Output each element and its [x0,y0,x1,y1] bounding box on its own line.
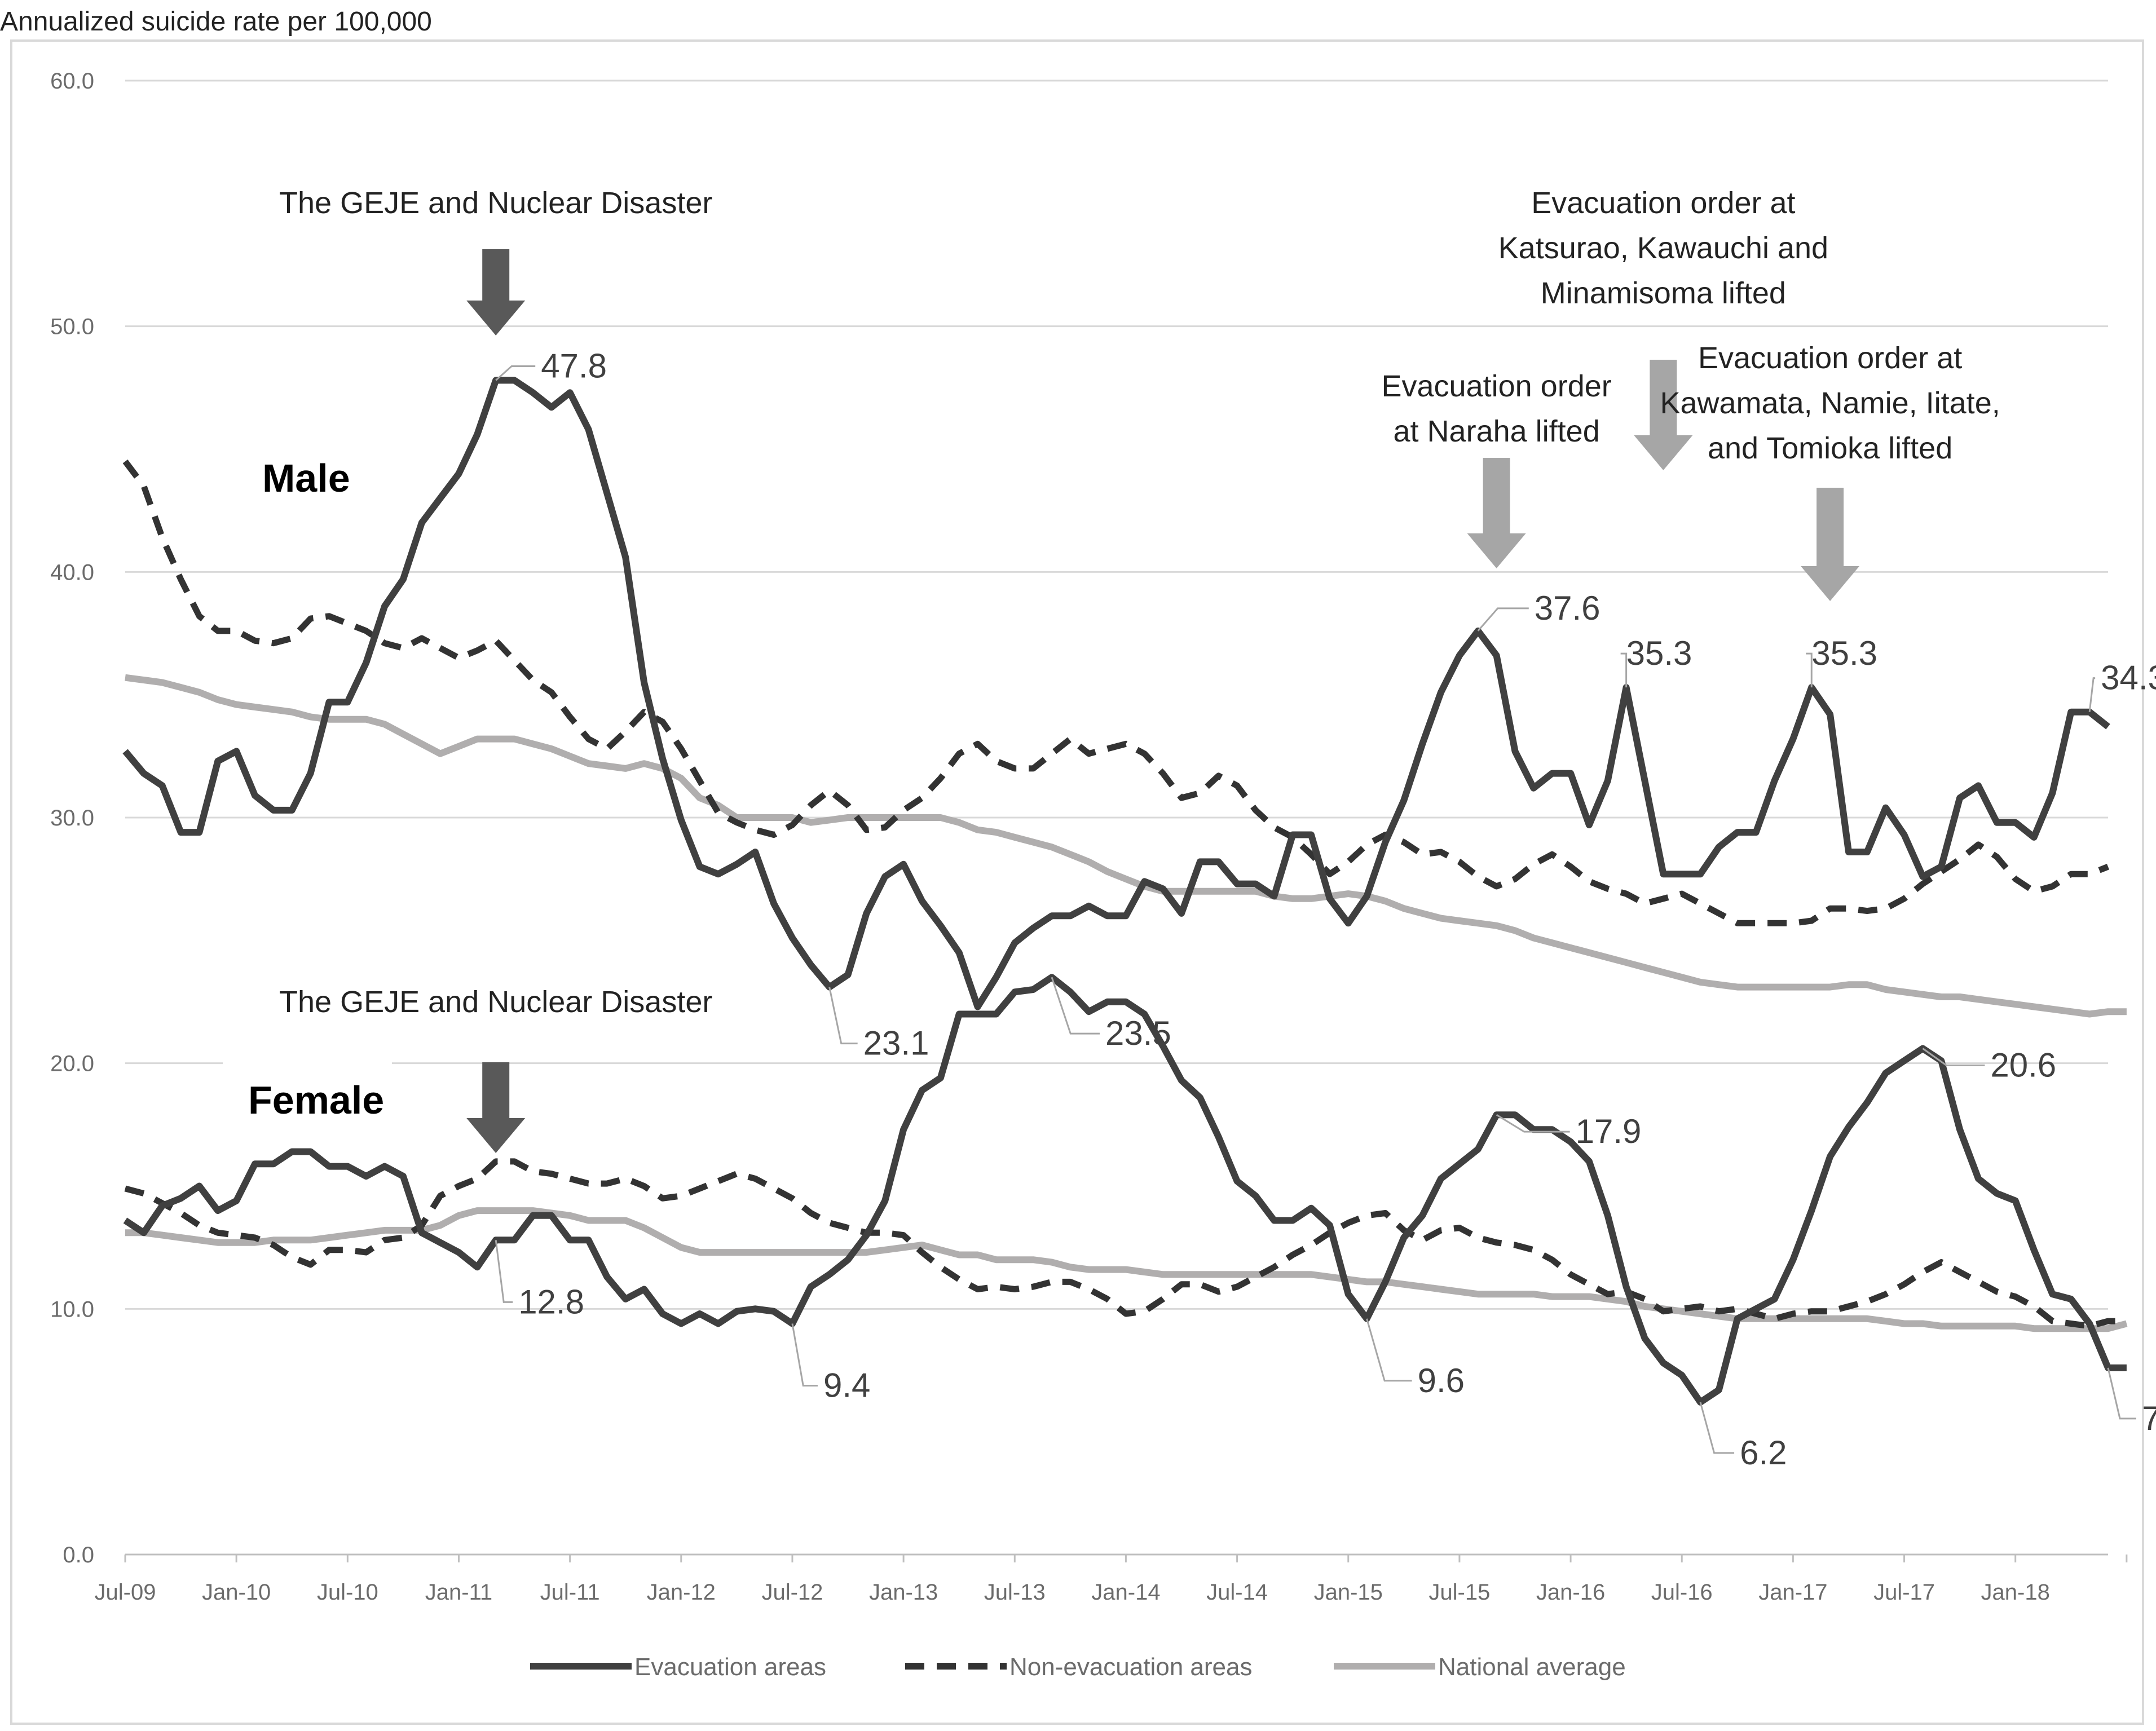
leader-line [1051,977,1100,1035]
leader-line [1922,1048,1985,1067]
x-tick-label: Jul-13 [984,1580,1046,1605]
x-tick-label: Jan-16 [1536,1580,1605,1605]
annotation-text: Minamisoma lifted [1541,276,1786,310]
data-label: 34.3 [2101,659,2156,697]
x-tick-label: Jul-09 [95,1580,156,1605]
annotation-text: Evacuation order [1382,369,1612,403]
x-tick-label: Jan-13 [869,1580,938,1605]
data-label: 23.1 [863,1025,929,1062]
data-label: 47.8 [541,347,607,385]
data-label: 12.8 [518,1283,584,1321]
legend-label: Evacuation areas [634,1653,826,1681]
legend-label: National average [1438,1653,1626,1681]
leader-line [828,987,858,1045]
data-label: 7.6 [2142,1399,2156,1437]
series-female-evacuation-areas [123,974,2127,1406]
y-tick-labels: 0.0 10.0 20.0 30.0 40.0 50.0 60.0 [50,69,94,1567]
y-tick-label: 50.0 [50,315,94,339]
y-tick-label: 0.0 [63,1543,94,1567]
x-tick-label: Jul-11 [540,1580,600,1605]
y-tick-label: 10.0 [50,1297,94,1322]
x-tick-label: Jul-12 [761,1580,823,1605]
leader-line [1620,652,1628,688]
annotation-arrow [1634,360,1693,470]
x-tick-label: Jan-11 [425,1580,492,1605]
series-male-national-average [125,674,2127,1018]
panel-label-male: Male [262,456,350,500]
annotation-text: and Tomioka lifted [1708,431,1952,465]
annotation-arrow [1467,458,1526,568]
annotation-text: Evacuation order at [1698,341,1962,375]
gridlines [125,80,2108,1310]
data-label: 9.6 [1418,1362,1465,1399]
data-label: 20.6 [1990,1046,2056,1084]
y-tick-label: 40.0 [50,560,94,585]
leader-line [495,1240,513,1303]
panel-label-backdrop [223,1060,392,1114]
y-axis-title: Annualized suicide rate per 100,000 [0,7,432,37]
x-tick-label: Jan-18 [1981,1580,2050,1605]
annotation-text: Katsurao, Kawauchi and [1498,231,1828,265]
annotation-text: at Naraha lifted [1394,414,1600,448]
series-male-non-evacuation-areas [122,459,2110,926]
panel-label-female: Female [248,1078,384,1122]
leader-line [2088,677,2096,712]
leader-line [495,365,536,381]
x-tick-label: Jan-14 [1091,1580,1160,1605]
data-label: 17.9 [1576,1112,1642,1150]
legend-label: Non-evacuation areas [1009,1653,1252,1681]
series-female-non-evacuation-areas [124,1158,2127,1330]
annotations: The GEJE and Nuclear Disaster Evacuation … [279,186,2000,1153]
data-label: 35.3 [1626,634,1692,672]
data-label: 9.4 [823,1366,870,1404]
leader-line [1496,1114,1570,1133]
legend: Evacuation areas Non-evacuation areas Nati… [530,1653,1626,1681]
annotation-text: Kawamata, Namie, Iitate, [1660,386,2000,420]
y-tick-label: 30.0 [50,806,94,831]
annotation-arrow [466,249,526,335]
leader-line [1366,1318,1412,1382]
x-tick-label: Jul-15 [1428,1580,1490,1605]
leader-line [1477,607,1529,632]
annotation-arrow [466,1062,526,1153]
series-female-national-average [125,1207,2128,1332]
x-tick-label: Jul-16 [1651,1580,1713,1605]
leader-line [791,1323,818,1386]
x-tick-label: Jan-12 [647,1580,716,1605]
x-tick-label: Jul-10 [317,1580,378,1605]
leader-line [2107,1367,2136,1420]
data-labels: 47.8 37.6 35.3 35.3 34.3 23.1 23.5 17.9 20.6 12.8… [495,347,2156,1472]
y-tick-label: 60.0 [50,69,94,94]
chart-frame [10,39,2144,1725]
leader-line [1699,1402,1735,1454]
x-tick-label: Jul-14 [1206,1580,1268,1605]
series-male-evacuation-areas [122,377,2110,1010]
data-label: 35.3 [1811,634,1877,672]
x-tick-label: Jan-17 [1758,1580,1827,1605]
data-label: 6.2 [1740,1434,1787,1472]
annotation-text: The GEJE and Nuclear Disaster [279,186,712,220]
data-label: 37.6 [1535,589,1601,627]
x-tick-label: Jul-17 [1873,1580,1935,1605]
panel-labels: Male Female [223,456,392,1122]
annotation-text: Evacuation order at [1531,186,1795,220]
series-lines [122,377,2128,1406]
x-tick-label: Jan-10 [202,1580,271,1605]
x-tick-label: Jan-15 [1314,1580,1383,1605]
annotation-arrow [1801,488,1860,601]
leader-line [1806,652,1813,688]
annotation-text: The GEJE and Nuclear Disaster [279,985,712,1019]
data-label: 23.5 [1105,1014,1171,1052]
y-tick-label: 20.0 [50,1052,94,1076]
x-axis: Jul-09 Jan-10 Jul-10 Jan-11 Jul-11 Jan-12 Jul-… [95,1553,2128,1605]
